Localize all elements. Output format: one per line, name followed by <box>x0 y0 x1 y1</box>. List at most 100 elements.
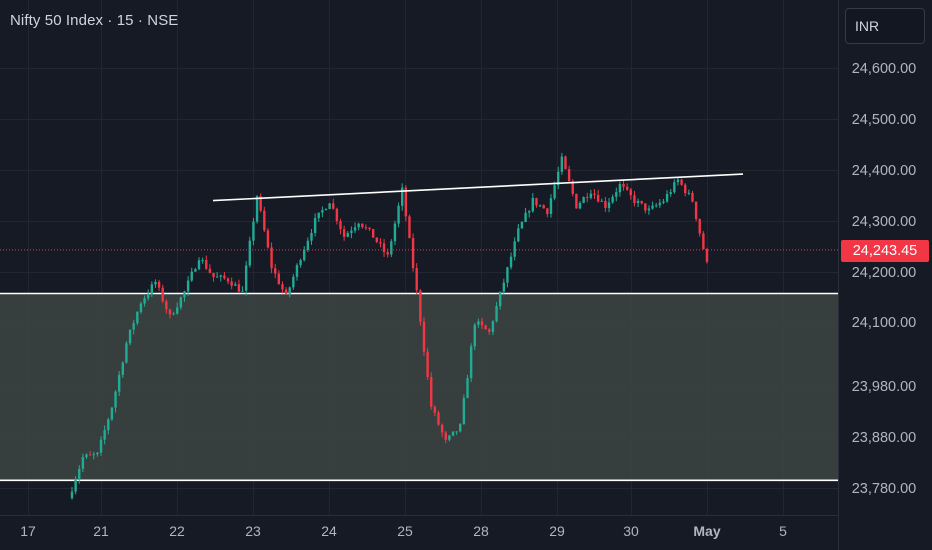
time-tick-label: 23 <box>245 523 261 539</box>
candle-body <box>462 398 466 424</box>
candle-body <box>513 241 516 257</box>
candle-body <box>517 228 520 242</box>
candle-body <box>459 423 462 432</box>
candle-body <box>205 260 208 269</box>
candle-body <box>117 374 121 392</box>
candle-body <box>147 293 150 299</box>
candle-body <box>70 491 74 499</box>
candle-body <box>488 329 491 332</box>
price-axis: 24,600.00 24,500.00 24,400.00 24,300.00 24,2… <box>852 61 917 497</box>
candle-body <box>244 265 248 291</box>
candle-body <box>495 306 498 322</box>
price-tick-label: 23,780.00 <box>852 481 917 497</box>
candle-body <box>673 182 676 193</box>
candle-body <box>433 406 437 413</box>
candle-body <box>110 407 114 420</box>
candles <box>70 152 709 500</box>
candle-body <box>284 289 288 294</box>
candle-body <box>157 281 161 288</box>
candle-body <box>335 208 339 222</box>
candle-body <box>186 280 190 292</box>
candle-body <box>520 221 524 229</box>
candle-body <box>357 223 360 228</box>
candle-body <box>600 200 603 202</box>
candle-body <box>132 323 135 330</box>
candle-body <box>295 265 299 277</box>
candle-body <box>176 307 179 314</box>
currency-button[interactable]: INR <box>845 8 925 44</box>
candle-body <box>332 203 335 209</box>
candle-body <box>78 468 81 480</box>
candle-body <box>528 211 531 213</box>
candle-body <box>306 240 310 250</box>
candle-body <box>393 223 397 242</box>
symbol-title[interactable]: Nifty 50 Index · 15 · NSE <box>10 12 179 29</box>
time-tick-label: 28 <box>473 523 489 539</box>
candle-body <box>361 223 364 228</box>
candle-body <box>542 205 545 209</box>
candle-body <box>451 431 455 436</box>
candle-body <box>629 189 632 196</box>
candle-body <box>408 216 411 239</box>
candle-body <box>107 419 110 431</box>
candle-body <box>342 229 346 237</box>
candle-body <box>136 311 139 324</box>
time-tick-label: 25 <box>397 523 413 539</box>
candle-body <box>215 276 219 278</box>
candle-body <box>655 205 658 207</box>
candle-body <box>564 156 567 170</box>
candle-body <box>404 187 408 217</box>
candle-body <box>506 267 509 283</box>
candle-body <box>346 233 349 237</box>
candle-body <box>531 197 535 212</box>
candle-body <box>92 454 95 456</box>
candle-body <box>687 192 691 194</box>
candle-body <box>74 479 77 492</box>
candle-body <box>241 290 244 292</box>
candle-body <box>582 197 585 203</box>
candle-body <box>371 228 375 238</box>
candle-body <box>586 197 589 199</box>
candle-body <box>604 200 607 209</box>
candle-body <box>535 197 538 206</box>
candle-body <box>676 179 680 183</box>
candle-body <box>575 193 578 209</box>
candle-body <box>353 227 357 231</box>
candle-body <box>125 343 128 363</box>
trendline-layer <box>0 173 838 251</box>
candle-body <box>698 219 701 234</box>
candle-body <box>382 243 386 253</box>
candle-body <box>549 198 553 215</box>
candle-body <box>691 192 694 202</box>
candle-body <box>114 391 117 408</box>
candle-body <box>662 201 665 203</box>
candle-body <box>270 247 273 269</box>
candle-body <box>161 287 164 302</box>
candle-body <box>455 431 458 433</box>
candle-body <box>419 290 422 322</box>
candle-body <box>397 205 400 224</box>
time-tick-label: 30 <box>623 523 639 539</box>
candle-body <box>208 268 212 273</box>
candle-body <box>139 303 143 312</box>
candle-body <box>469 346 473 379</box>
support-zone <box>0 292 838 482</box>
price-tick-label: 24,400.00 <box>852 163 917 179</box>
price-tick-label: 24,100.00 <box>852 315 917 331</box>
candle-body <box>473 324 476 347</box>
candle-body <box>491 321 495 332</box>
candle-body <box>150 284 154 294</box>
candle-body <box>288 287 291 294</box>
candle-body <box>560 156 564 172</box>
candle-body <box>440 424 444 433</box>
candle-body <box>281 284 284 290</box>
candle-body <box>553 185 556 199</box>
candle-body <box>277 273 281 285</box>
support-zone-fill <box>0 293 838 481</box>
candle-body <box>103 430 106 440</box>
candle-body <box>99 439 103 453</box>
candle-body <box>444 432 447 440</box>
candle-body <box>502 282 505 292</box>
